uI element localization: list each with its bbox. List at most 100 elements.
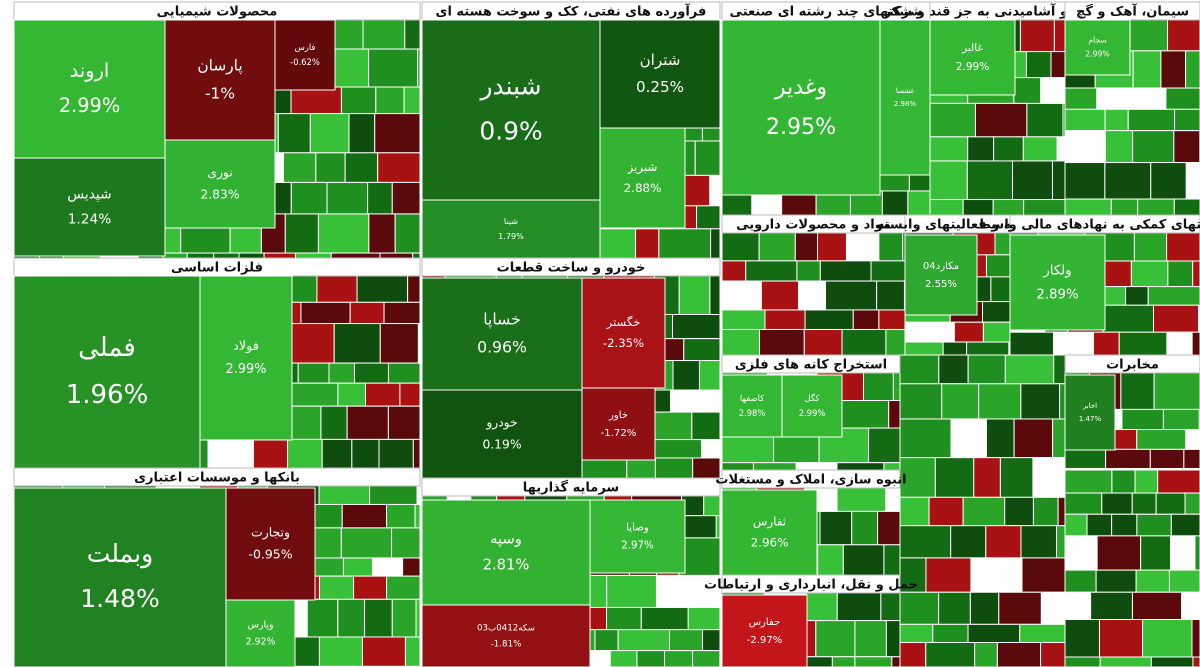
small-tile: [394, 213, 421, 254]
small-tile: [1192, 656, 1200, 667]
small-tile: [691, 411, 721, 441]
small-tile: [362, 19, 406, 50]
small-tile: [277, 113, 311, 154]
small-tile: [1111, 469, 1136, 494]
small-tile: [1181, 591, 1200, 621]
tile-name: غشسا: [896, 87, 915, 95]
tile: [721, 594, 808, 667]
small-tile: [836, 487, 887, 512]
small-tile: [1040, 591, 1066, 625]
tile-name: وصایا: [626, 522, 649, 533]
small-tile: [899, 525, 952, 559]
tile: [904, 234, 978, 316]
tile: [421, 19, 601, 201]
small-tile: [1191, 619, 1200, 658]
small-tile: [934, 457, 975, 498]
tile: [421, 389, 583, 479]
small-tile: [1004, 354, 1055, 385]
small-tile: [1173, 198, 1200, 216]
tile-name: ولکار: [1042, 264, 1071, 279]
small-tile: [953, 321, 984, 343]
small-tile: [252, 438, 289, 469]
small-tile: [309, 113, 350, 154]
small-tile: [1104, 108, 1129, 132]
small-tile: [974, 641, 998, 667]
small-tile: [678, 275, 711, 315]
small-tile: [838, 400, 890, 429]
small-tile: [815, 620, 856, 658]
tile-name: پارسان: [197, 57, 242, 76]
tile-name: وغدیر: [774, 74, 827, 100]
tile-name: فولاد: [233, 339, 259, 354]
small-tile: [1019, 623, 1066, 643]
small-tile: [1149, 448, 1185, 469]
small-tile: [287, 438, 323, 469]
group-title: رایانه و فعالیتهای وابسته: [877, 218, 1039, 233]
small-tile: [386, 575, 421, 600]
tile-change: 2.96%: [751, 536, 789, 550]
small-tile: [1104, 162, 1152, 200]
small-tile: [635, 228, 660, 259]
small-tile: [333, 323, 381, 364]
small-tile: [316, 275, 358, 303]
small-tile: [1185, 50, 1200, 89]
small-tile: [407, 275, 421, 303]
tile-name: کاصفها: [740, 393, 764, 403]
tile: [721, 19, 881, 196]
group-header: [721, 469, 901, 489]
small-tile: [348, 113, 376, 154]
small-tile: [283, 152, 317, 183]
tile: [13, 19, 166, 159]
tile-name: وسپه: [490, 530, 522, 547]
tile: [721, 374, 783, 438]
small-tile: [391, 598, 417, 638]
small-tile: [696, 205, 721, 230]
tile-change: -0.95%: [248, 547, 292, 562]
small-tile: [1121, 408, 1164, 431]
small-tile: [891, 656, 901, 667]
tile-change: 2.99%: [799, 408, 826, 418]
small-tile: [880, 592, 901, 622]
group-title: غذایی و آشامیدنی به جز قند و شکر: [883, 3, 1112, 20]
tile-change: 2.89%: [1036, 287, 1078, 302]
small-tile: [318, 575, 355, 600]
small-tile: [672, 360, 700, 391]
small-tile: [417, 48, 421, 88]
small-tile: [973, 457, 1001, 498]
tile: [599, 19, 721, 129]
small-tile: [798, 280, 827, 311]
small-tile: [854, 656, 893, 667]
tile: [581, 387, 656, 461]
small-tile: [760, 280, 800, 311]
small-tile: [721, 462, 754, 471]
small-tile: [1142, 619, 1193, 658]
small-tile: [654, 457, 694, 479]
small-tile: [701, 439, 721, 459]
small-tile: [842, 544, 885, 576]
small-tile: [344, 152, 379, 183]
small-tile: [1009, 331, 1054, 356]
small-tile: [1064, 591, 1092, 621]
small-tile: [1132, 130, 1175, 164]
tile-name: ثفارس: [753, 514, 786, 529]
small-tile: [929, 136, 969, 162]
small-tile: [1125, 286, 1149, 306]
group-title: فعالیتهای کمکی به نهادهای مالی واسط: [977, 218, 1200, 233]
small-tile: [978, 383, 1022, 420]
small-tile: [803, 328, 843, 356]
small-tile: [1040, 77, 1066, 104]
small-tile: [966, 341, 1010, 356]
tile: [581, 277, 666, 389]
small-tile: [1040, 641, 1066, 667]
small-tile: [985, 525, 1022, 559]
small-tile: [982, 301, 1011, 323]
tile: [164, 139, 276, 229]
small-tile: [1162, 408, 1200, 431]
tile: [599, 127, 686, 229]
tile-change: 2.55%: [925, 279, 957, 290]
small-tile: [1185, 429, 1200, 450]
tile-change: -2.97%: [747, 635, 783, 646]
tile: [421, 277, 583, 391]
small-tile: [1135, 569, 1170, 593]
tile-change: 2.98%: [739, 408, 766, 418]
